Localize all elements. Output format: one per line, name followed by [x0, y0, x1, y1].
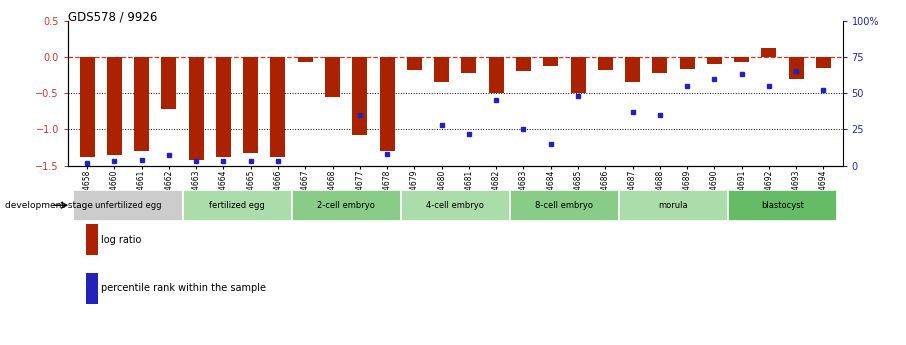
Bar [380, 57, 395, 151]
Text: log ratio: log ratio [101, 235, 142, 245]
Text: 2-cell embryo: 2-cell embryo [317, 201, 375, 210]
Bar [182, 190, 292, 221]
Bar [734, 57, 749, 62]
Bar [292, 190, 400, 221]
Bar [728, 190, 837, 221]
Bar [816, 57, 831, 68]
Bar [188, 57, 204, 160]
Bar [544, 57, 558, 66]
Bar [407, 57, 422, 70]
Bar [434, 57, 449, 82]
Bar [298, 57, 313, 62]
Text: 4-cell embryo: 4-cell embryo [427, 201, 484, 210]
Bar [707, 57, 722, 64]
Bar [400, 190, 510, 221]
Bar [619, 190, 728, 221]
Bar [652, 57, 668, 73]
Bar [461, 57, 477, 73]
Bar [510, 190, 619, 221]
Bar [761, 48, 776, 57]
Bar [271, 57, 285, 157]
Bar [598, 57, 612, 70]
Text: development stage: development stage [5, 201, 92, 210]
Bar [516, 57, 531, 71]
Bar [789, 57, 804, 79]
Text: blastocyst: blastocyst [761, 201, 804, 210]
Text: fertilized egg: fertilized egg [209, 201, 265, 210]
Bar [216, 57, 231, 157]
Bar [73, 190, 182, 221]
Text: GDS578 / 9926: GDS578 / 9926 [68, 10, 158, 23]
Bar [107, 57, 121, 155]
Bar [161, 57, 177, 109]
Text: unfertilized egg: unfertilized egg [95, 201, 161, 210]
Bar [134, 57, 149, 151]
Text: 8-cell embryo: 8-cell embryo [535, 201, 593, 210]
Bar [243, 57, 258, 153]
Bar [325, 57, 340, 97]
Bar [352, 57, 367, 135]
Bar [625, 57, 640, 82]
Bar [680, 57, 695, 69]
Bar [80, 57, 94, 157]
Bar [571, 57, 585, 93]
Text: morula: morula [659, 201, 689, 210]
Text: percentile rank within the sample: percentile rank within the sample [101, 283, 266, 293]
Bar [488, 57, 504, 93]
